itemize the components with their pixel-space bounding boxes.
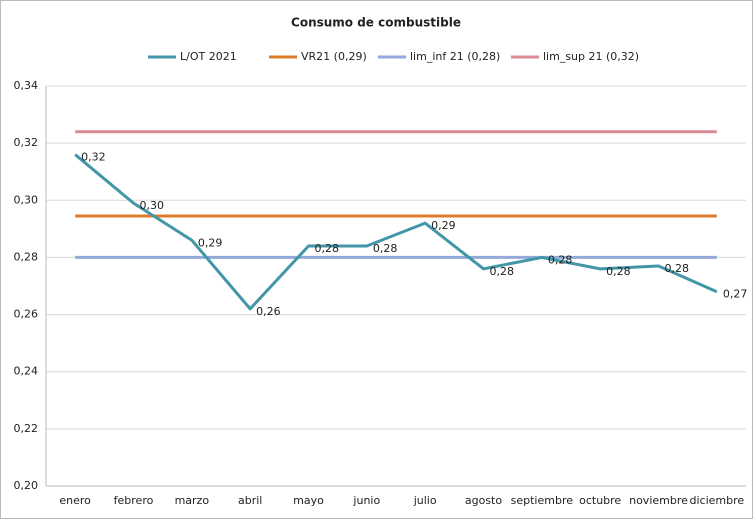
- x-tick-label: junio: [352, 494, 380, 507]
- legend-label: lim_sup 21 (0,32): [543, 50, 639, 63]
- data-label: 0,26: [256, 305, 281, 318]
- x-tick-label: abril: [238, 494, 262, 507]
- x-tick-label: enero: [59, 494, 91, 507]
- data-label: 0,28: [490, 265, 515, 278]
- legend-label: L/OT 2021: [180, 50, 237, 63]
- data-label: 0,27: [723, 288, 748, 301]
- x-tick-label: febrero: [114, 494, 154, 507]
- data-label: 0,28: [548, 253, 573, 266]
- data-label: 0,30: [140, 199, 165, 212]
- data-label: 0,32: [81, 151, 106, 164]
- y-tick-label: 0,32: [14, 136, 39, 149]
- series-line: [74, 153, 718, 311]
- y-tick-label: 0,28: [14, 250, 39, 263]
- x-tick-label: julio: [413, 494, 437, 507]
- legend-label: VR21 (0,29): [301, 50, 367, 63]
- data-label: 0,29: [198, 236, 223, 249]
- data-label: 0,28: [665, 262, 690, 275]
- x-tick-label: agosto: [465, 494, 502, 507]
- data-label: 0,28: [315, 242, 340, 255]
- data-label: 0,28: [606, 265, 631, 278]
- x-tick-label: noviembre: [629, 494, 688, 507]
- x-tick-label: octubre: [579, 494, 621, 507]
- y-tick-label: 0,22: [14, 422, 39, 435]
- data-label: 0,28: [373, 242, 398, 255]
- legend-label: lim_inf 21 (0,28): [410, 50, 500, 63]
- x-tick-label: septiembre: [511, 494, 574, 507]
- y-tick-label: 0,26: [14, 308, 39, 321]
- x-tick-label: diciembre: [690, 494, 745, 507]
- x-tick-label: marzo: [175, 494, 210, 507]
- data-label: 0,29: [431, 219, 456, 232]
- chart-title: Consumo de combustible: [291, 16, 461, 30]
- y-tick-label: 0,30: [14, 193, 39, 206]
- y-tick-label: 0,20: [14, 479, 39, 492]
- x-tick-label: mayo: [293, 494, 324, 507]
- y-tick-label: 0,24: [14, 365, 39, 378]
- y-tick-label: 0,34: [14, 79, 39, 92]
